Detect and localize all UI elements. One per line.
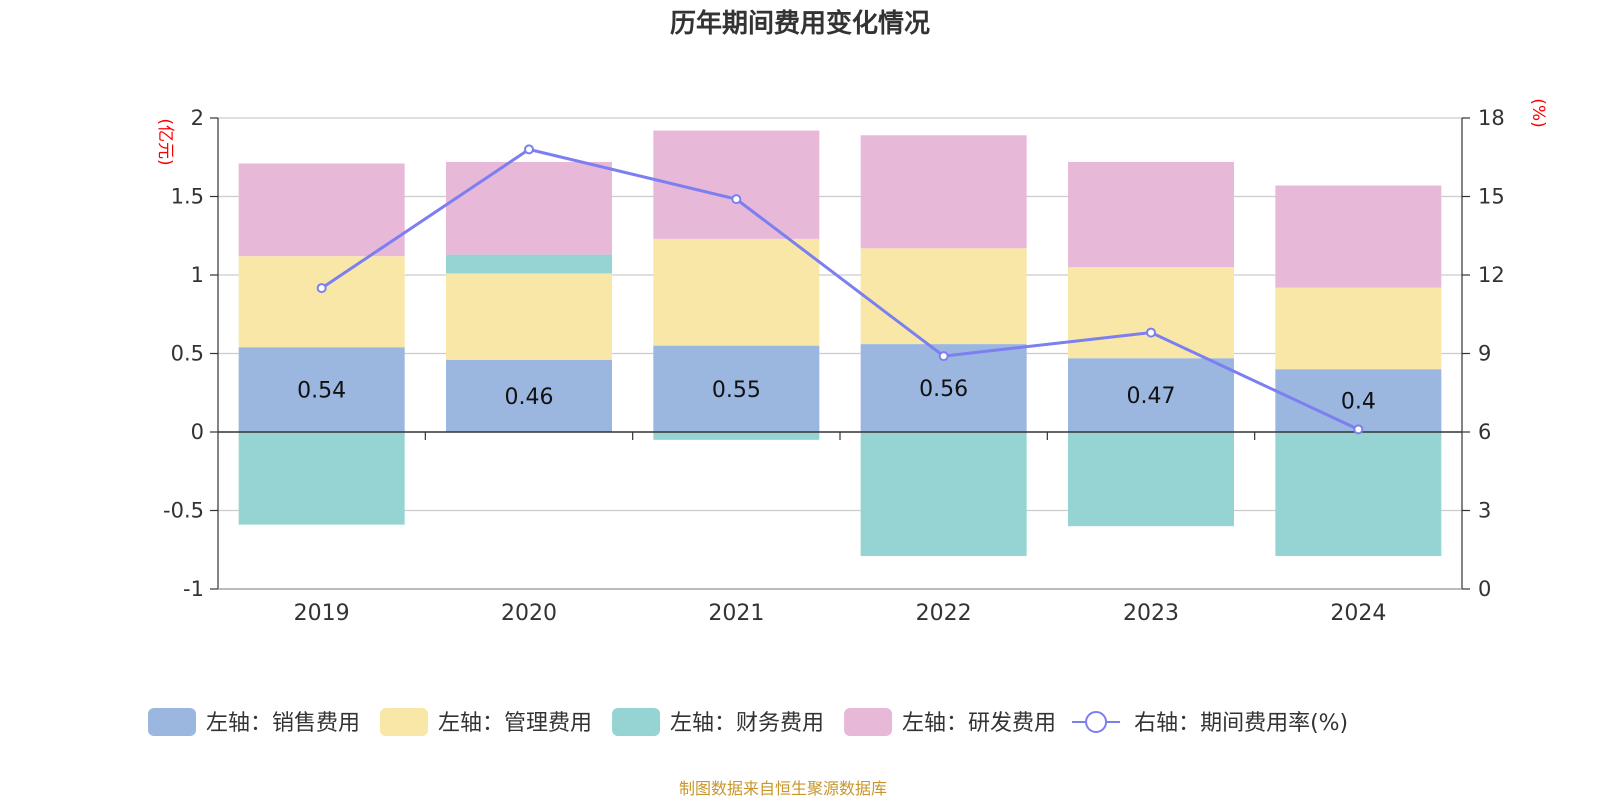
data-label: 0.56: [919, 377, 968, 402]
data-label: 0.54: [297, 379, 346, 404]
bar-2019: [238, 432, 405, 525]
bar-2020: [446, 273, 612, 360]
rate-point: [1353, 424, 1364, 435]
bar-2019: [238, 347, 405, 432]
source-note: 制图数据来自恒生聚源数据库: [679, 779, 887, 798]
rate-point: [1146, 327, 1156, 338]
right-tick-label: 9: [1478, 342, 1491, 366]
legend-swatch: [148, 708, 196, 736]
bar-2024: [1275, 287, 1442, 370]
bar-2023: [1068, 267, 1234, 359]
legend-label: 左轴：财务费用: [670, 711, 824, 736]
rate-line: [320, 147, 1359, 431]
left-tick-label: 0: [191, 420, 204, 444]
bar-2024: [1275, 432, 1442, 557]
right-tick-label: 3: [1478, 499, 1491, 523]
rate-point: [316, 283, 327, 294]
legend-swatch: [844, 708, 893, 736]
bar-2021: [653, 238, 820, 346]
data-label: 0.47: [1127, 384, 1176, 409]
data-label: 0.4: [1341, 390, 1376, 415]
legend-label: 右轴：期间费用率(%): [1134, 711, 1348, 736]
axes: -1 -0.5 0 0.5 1 1.5 2 0 3 6 9 12 15 18 2019 2020 2021 202…: [163, 106, 1505, 626]
rate-point: [938, 351, 949, 362]
chart-title: 历年期间费用变化情况: [670, 8, 930, 39]
left-tick-label: 2: [191, 106, 204, 130]
category-label: 2024: [1330, 601, 1386, 626]
legend-swatch: [612, 708, 661, 736]
category-label: 2023: [1123, 601, 1179, 626]
right-tick-label: 15: [1478, 185, 1505, 209]
left-axis-unit: (亿元): [155, 118, 175, 165]
bar-2023: [1068, 161, 1234, 268]
right-tick-label: 6: [1478, 420, 1491, 444]
category-label: 2019: [294, 601, 350, 626]
left-tick-label: 1.5: [171, 185, 204, 209]
legend-label: 左轴：管理费用: [438, 711, 592, 736]
right-axis-unit: (%): [1528, 98, 1548, 127]
bar-2021: [653, 345, 820, 432]
left-tick-label: -0.5: [163, 499, 204, 523]
bar-2022: [860, 135, 1027, 249]
bar-2022: [860, 248, 1027, 345]
category-label: 2022: [916, 601, 972, 626]
legend: 左轴：销售费用 左轴：管理费用 左轴：财务费用 左轴：研发费用 右轴：期间费用率(%): [148, 708, 1348, 736]
bar-2024: [1275, 369, 1442, 432]
legend-label: 左轴：销售费用: [206, 711, 360, 736]
data-label: 0.46: [505, 385, 554, 410]
right-tick-label: 18: [1478, 106, 1505, 130]
bar-2023: [1068, 358, 1234, 432]
rate-line-series: [316, 144, 1364, 435]
right-tick-label: 0: [1478, 577, 1491, 601]
bar-2021: [653, 432, 820, 440]
rate-point: [524, 144, 534, 155]
rate-point: [731, 194, 742, 205]
bar-2020: [446, 161, 612, 255]
bar-2019: [238, 256, 405, 348]
bar-2022: [860, 432, 1027, 557]
bar-2024: [1275, 185, 1442, 288]
bar-series: [238, 130, 1442, 557]
bar-2020: [446, 359, 612, 432]
left-tick-label: -1: [183, 577, 204, 601]
legend-label: 左轴：研发费用: [902, 711, 1056, 736]
category-label: 2021: [708, 601, 764, 626]
left-tick-label: 0.5: [171, 342, 204, 366]
category-label: 2020: [501, 601, 557, 626]
bar-2019: [238, 163, 405, 257]
legend-marker-icon: [1085, 711, 1108, 733]
legend-swatch: [380, 708, 429, 736]
data-label: 0.55: [712, 378, 761, 403]
bar-2023: [1068, 432, 1234, 527]
left-tick-label: 1: [191, 263, 204, 287]
right-tick-label: 12: [1478, 263, 1505, 287]
data-labels: 0.54 0.46 0.55 0.56 0.47 0.4: [297, 377, 1376, 415]
bar-2020: [446, 254, 612, 274]
